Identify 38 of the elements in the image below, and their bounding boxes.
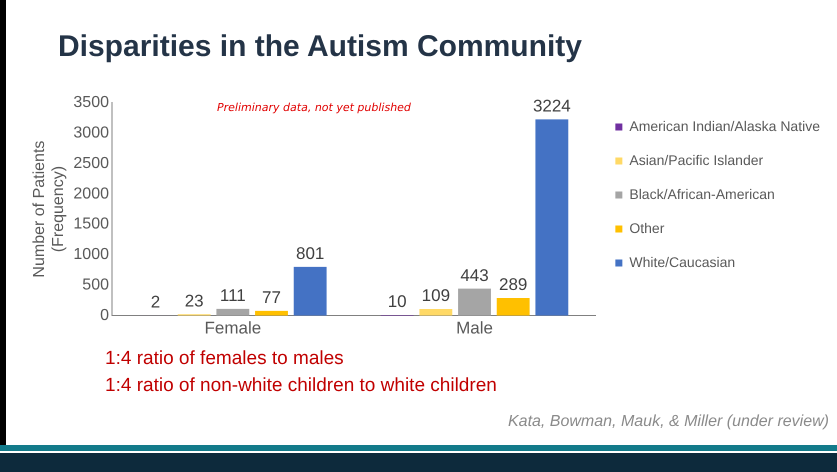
legend-label: Black/African-American (629, 186, 775, 202)
bar (294, 266, 327, 316)
text: 1:4 ratio of non-white children to white children (105, 375, 497, 397)
data-label: 111 (220, 286, 246, 306)
text: 1:4 ratio of females to males (105, 348, 344, 370)
y-tick-label: 3000 (73, 124, 110, 142)
data-label: 77 (262, 288, 281, 308)
x-tick-label: Female (204, 318, 262, 338)
bar (458, 288, 491, 316)
data-label: 801 (296, 244, 324, 264)
data-label: 3224 (532, 96, 571, 116)
data-label: 109 (422, 286, 450, 306)
data-label: 2 (150, 292, 160, 312)
data-label: 23 (184, 291, 204, 310)
legend-label: White/Caucasian (629, 254, 736, 270)
data-label: 289 (498, 275, 528, 294)
y-tick-label: 2000 (73, 185, 110, 202)
chart-title: Disparities in the Autism Community (58, 30, 582, 64)
legend-label: American Indian/Alaska Native (629, 118, 820, 134)
bar (535, 119, 568, 316)
y-tick-label: 500 (82, 276, 110, 294)
bar (496, 298, 530, 316)
bar (216, 308, 250, 316)
text: Kata, Bowman, Mauk, & Miller (under review) (508, 413, 829, 431)
y-tick-label: 2500 (73, 154, 110, 172)
legend-label: Other (629, 220, 665, 236)
bar (255, 310, 288, 316)
data-label: 10 (388, 292, 407, 312)
y-tick-label: 1500 (73, 216, 110, 233)
y-tick-label: 0 (100, 307, 110, 324)
bar (419, 308, 452, 316)
y-axis-title: Number of Patients (Frequency) (31, 140, 68, 278)
y-tick-label: 3500 (73, 94, 110, 112)
data-label: 443 (460, 266, 489, 285)
x-tick-label: Male (456, 318, 493, 338)
legend-label: Asian/Pacific Islander (629, 152, 764, 168)
annotation: Preliminary data, not yet published (217, 101, 411, 114)
y-tick-label: 1000 (73, 246, 110, 264)
